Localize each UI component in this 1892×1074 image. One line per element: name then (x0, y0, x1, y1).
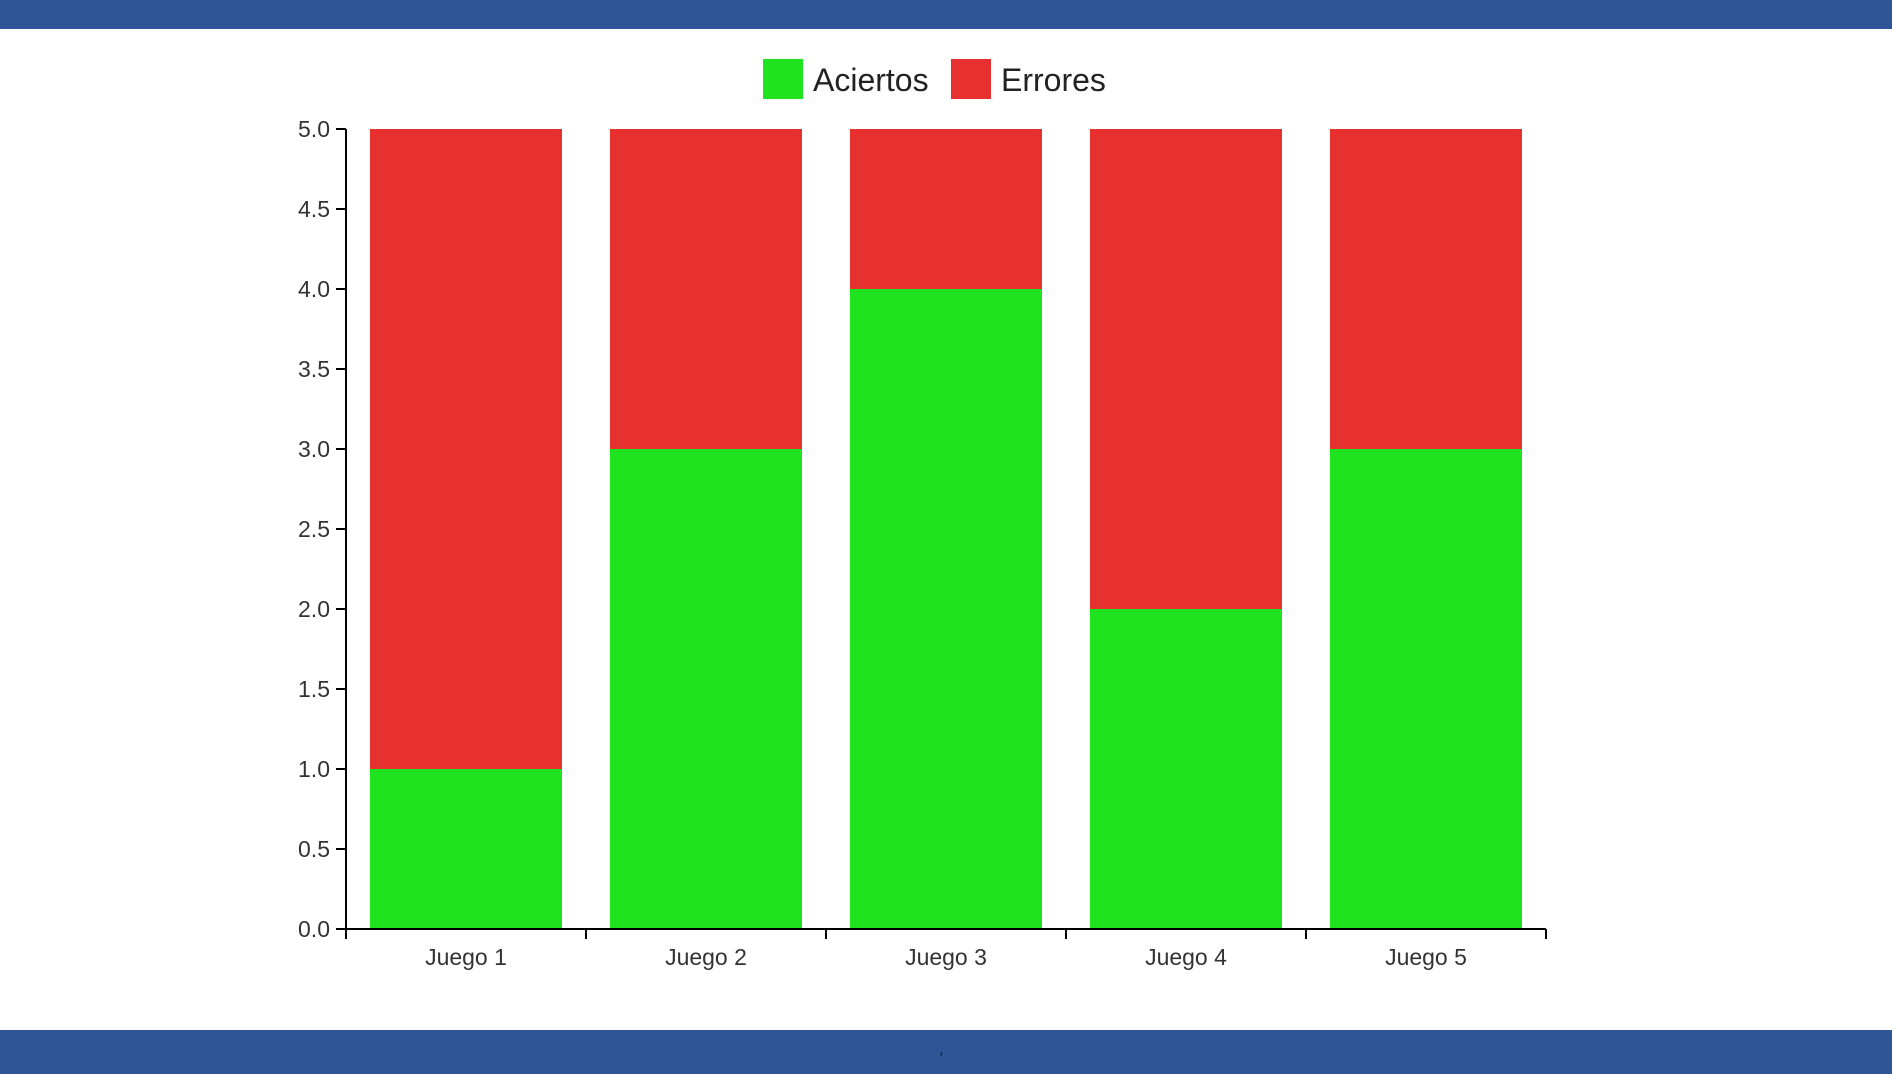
y-axis: 0.0 0.5 1.0 1.5 2.0 2.5 3.0 3.5 4.0 4.5 5.0 (298, 116, 347, 942)
legend-swatch-errores (951, 59, 991, 99)
x-tick-label: Juego 5 (1385, 944, 1467, 970)
x-tick-label: Juego 4 (1145, 944, 1227, 970)
bar-errores-1 (370, 129, 562, 769)
legend-label-errores: Errores (1001, 62, 1106, 98)
bar-errores-2 (610, 129, 802, 449)
y-tick-label: 1.5 (298, 676, 330, 702)
y-tick-label: 5.0 (298, 116, 330, 142)
footer-mark: ′ (940, 1050, 944, 1064)
legend-label-aciertos: Aciertos (813, 62, 929, 98)
y-tick-label: 4.0 (298, 276, 330, 302)
x-tick-label: Juego 1 (425, 944, 507, 970)
footer-bar (0, 1030, 1892, 1074)
y-tick-label: 4.5 (298, 196, 330, 222)
bar-aciertos-3 (850, 289, 1042, 929)
y-tick-label: 0.0 (298, 916, 330, 942)
y-tick-label: 3.5 (298, 356, 330, 382)
x-tick-label: Juego 2 (665, 944, 747, 970)
y-tick-label: 2.0 (298, 596, 330, 622)
header-bar (0, 0, 1892, 29)
x-tick-label: Juego 3 (905, 944, 987, 970)
x-axis: Juego 1 Juego 2 Juego 3 Juego 4 Juego 5 (345, 928, 1547, 970)
y-tick-label: 2.5 (298, 516, 330, 542)
y-tick-label: 0.5 (298, 836, 330, 862)
bar-aciertos-2 (610, 449, 802, 929)
legend: Aciertos Errores (763, 59, 1106, 99)
bar-errores-3 (850, 129, 1042, 289)
y-tick-label: 1.0 (298, 756, 330, 782)
legend-swatch-aciertos (763, 59, 803, 99)
bar-errores-5 (1330, 129, 1522, 449)
bar-aciertos-1 (370, 769, 562, 929)
bar-aciertos-4 (1090, 609, 1282, 929)
bar-aciertos-5 (1330, 449, 1522, 929)
y-tick-label: 3.0 (298, 436, 330, 462)
bars-group (370, 129, 1522, 929)
bar-errores-4 (1090, 129, 1282, 609)
stacked-bar-chart: Aciertos Errores 0.0 0.5 1.0 1.5 2.0 2.5 3.0 3.5… (298, 59, 1547, 970)
